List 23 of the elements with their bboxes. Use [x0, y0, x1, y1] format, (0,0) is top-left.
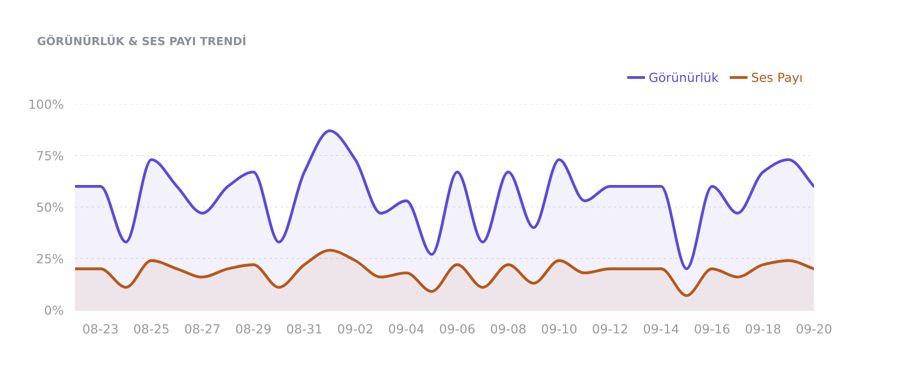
x-tick-label: 09-06: [440, 324, 475, 334]
y-tick-label: 50%: [37, 202, 64, 212]
chart-title: GÖRÜNÜRLÜK & SES PAYI TRENDİ: [38, 34, 246, 46]
y-tick-label: 75%: [37, 150, 64, 160]
x-tick-label: 08-31: [287, 324, 322, 334]
y-tick-label: 0%: [44, 305, 64, 315]
x-tick-label: 08-27: [185, 324, 220, 334]
y-tick-label: 25%: [37, 254, 64, 264]
y-tick-label: 100%: [30, 99, 64, 109]
x-tick-label: 09-08: [490, 324, 526, 334]
x-tick-label: 09-10: [542, 324, 577, 334]
legend-label: Ses Payı: [752, 72, 802, 85]
x-tick-label: 09-02: [338, 324, 372, 334]
x-tick-label: 09-20: [796, 324, 832, 334]
x-tick-label: 08-25: [134, 324, 169, 334]
legend-label: Görünürlük: [649, 72, 719, 82]
x-tick-label: 08-23: [83, 324, 118, 334]
x-tick-label: 08-29: [236, 324, 271, 334]
x-tick-label: 09-16: [694, 324, 730, 334]
x-tick-label: 09-14: [644, 324, 679, 334]
x-tick-label: 09-12: [592, 324, 628, 334]
x-tick-label: 09-04: [388, 324, 424, 334]
x-tick-label: 09-18: [746, 324, 780, 334]
